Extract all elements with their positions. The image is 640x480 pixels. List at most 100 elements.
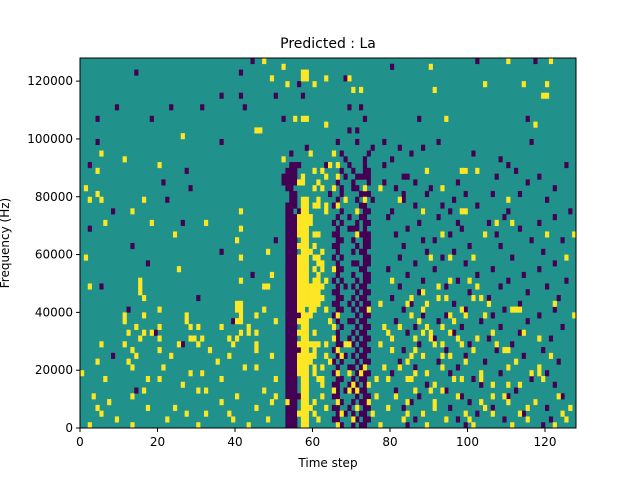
heatmap-cell-low (331, 416, 337, 423)
heatmap-cell-low (351, 364, 356, 371)
heatmap-cell-low (397, 254, 402, 261)
heatmap-cell-high (297, 329, 302, 336)
heatmap-cell-high (467, 277, 472, 284)
heatmap-cell-low (335, 318, 340, 325)
heatmap-cell-low (331, 202, 337, 209)
heatmap-cell-low (335, 364, 340, 371)
heatmap-cell-low (331, 289, 337, 296)
heatmap-cell-low (517, 300, 523, 307)
heatmap-cell-high (308, 306, 313, 313)
heatmap-cell-low (289, 214, 294, 221)
heatmap-cell-low (366, 208, 371, 215)
heatmap-cell-low (238, 92, 244, 99)
heatmap-cell-high (300, 347, 306, 354)
heatmap-cell-high (269, 271, 275, 278)
heatmap-cell-low (351, 399, 356, 406)
heatmap-cell-high (246, 323, 251, 331)
heatmap-cell-high (138, 289, 143, 296)
heatmap-cell-high (471, 347, 476, 354)
heatmap-cell-low (351, 318, 356, 325)
heatmap-cell-low (393, 231, 399, 238)
heatmap-cell-low (362, 422, 368, 429)
heatmap-cell-low (529, 375, 534, 383)
heatmap-cell-high (300, 422, 306, 429)
heatmap-cell-low (355, 225, 360, 232)
heatmap-cell-low (362, 208, 368, 215)
heatmap-cell-low (351, 283, 356, 290)
heatmap-cell-low (517, 225, 523, 232)
heatmap-cell-low (463, 260, 468, 267)
heatmap-cell-high (316, 295, 321, 302)
heatmap-cell-low (552, 381, 557, 388)
heatmap-cell-low (285, 312, 290, 319)
heatmap-cell-low (548, 335, 554, 342)
heatmap-cell-low (355, 185, 360, 192)
heatmap-cell-low (331, 219, 337, 226)
heatmap-cell-high (490, 381, 495, 388)
heatmap-cell-low (114, 104, 120, 111)
heatmap-cell-high (572, 312, 577, 319)
heatmap-cell-low (452, 248, 457, 255)
heatmap-cell-high (304, 196, 309, 203)
heatmap-cell-high (169, 352, 174, 359)
heatmap-cell-high (219, 323, 224, 331)
heatmap-cell-low (293, 422, 298, 429)
heatmap-cell-high (180, 133, 185, 140)
heatmap-cell-low (355, 416, 360, 423)
heatmap-cell-high (304, 381, 309, 388)
heatmap-cell-low (502, 416, 507, 423)
heatmap-cell-high (95, 358, 100, 365)
heatmap-cell-low (405, 225, 410, 232)
heatmap-cell-high (312, 167, 317, 174)
heatmap-cell-high (328, 318, 333, 325)
heatmap-cell-high (300, 243, 306, 250)
heatmap-cell-high (300, 375, 306, 383)
heatmap-cell-high (238, 306, 244, 313)
heatmap-cell-low (331, 347, 337, 354)
heatmap-cell-high (355, 231, 360, 238)
heatmap-cell-low (436, 138, 441, 146)
heatmap-cell-high (304, 329, 309, 336)
heatmap-cell-high (184, 410, 189, 417)
heatmap-cell-high (130, 422, 135, 429)
heatmap-cell-low (362, 318, 368, 325)
heatmap-cell-low (293, 364, 298, 371)
heatmap-cell-low (537, 173, 542, 180)
heatmap-cell-high (421, 208, 426, 215)
heatmap-cell-low (366, 260, 371, 267)
heatmap-cell-high (463, 208, 468, 215)
heatmap-cell-low (285, 295, 290, 302)
heatmap-cell-high (479, 370, 484, 377)
heatmap-cell-high (471, 254, 476, 261)
heatmap-cell-high (83, 254, 89, 261)
heatmap-cell-low (285, 404, 290, 411)
heatmap-cell-low (560, 237, 565, 244)
heatmap-cell-low (498, 323, 503, 331)
y-tick-label: 60000 (35, 248, 73, 262)
heatmap-cell-low (351, 167, 356, 174)
heatmap-cell-high (432, 399, 437, 406)
heatmap-cell-low (289, 179, 294, 186)
heatmap-cell-low (436, 214, 441, 221)
heatmap-cell-high (308, 219, 313, 226)
heatmap-cell-low (293, 173, 298, 180)
heatmap-cell-high (312, 364, 317, 371)
heatmap-cell-high (479, 375, 484, 383)
heatmap-cell-high (262, 387, 267, 394)
heatmap-cell-high (304, 335, 309, 342)
heatmap-cell-low (359, 422, 364, 429)
heatmap-cell-low (355, 277, 360, 284)
heatmap-cell-high (405, 300, 410, 307)
heatmap-cell-high (300, 196, 306, 203)
heatmap-cell-high (246, 329, 251, 336)
heatmap-cell-high (324, 208, 329, 215)
heatmap-cell-low (366, 416, 371, 423)
heatmap-cell-high (300, 219, 306, 226)
heatmap-cell-low (498, 156, 503, 163)
heatmap-cell-low (355, 219, 360, 226)
heatmap-cell-low (289, 422, 294, 429)
heatmap-cell-high (424, 370, 430, 377)
heatmap-cell-low (293, 295, 298, 302)
heatmap-cell-low (347, 162, 352, 169)
heatmap-cell-high (304, 375, 309, 383)
